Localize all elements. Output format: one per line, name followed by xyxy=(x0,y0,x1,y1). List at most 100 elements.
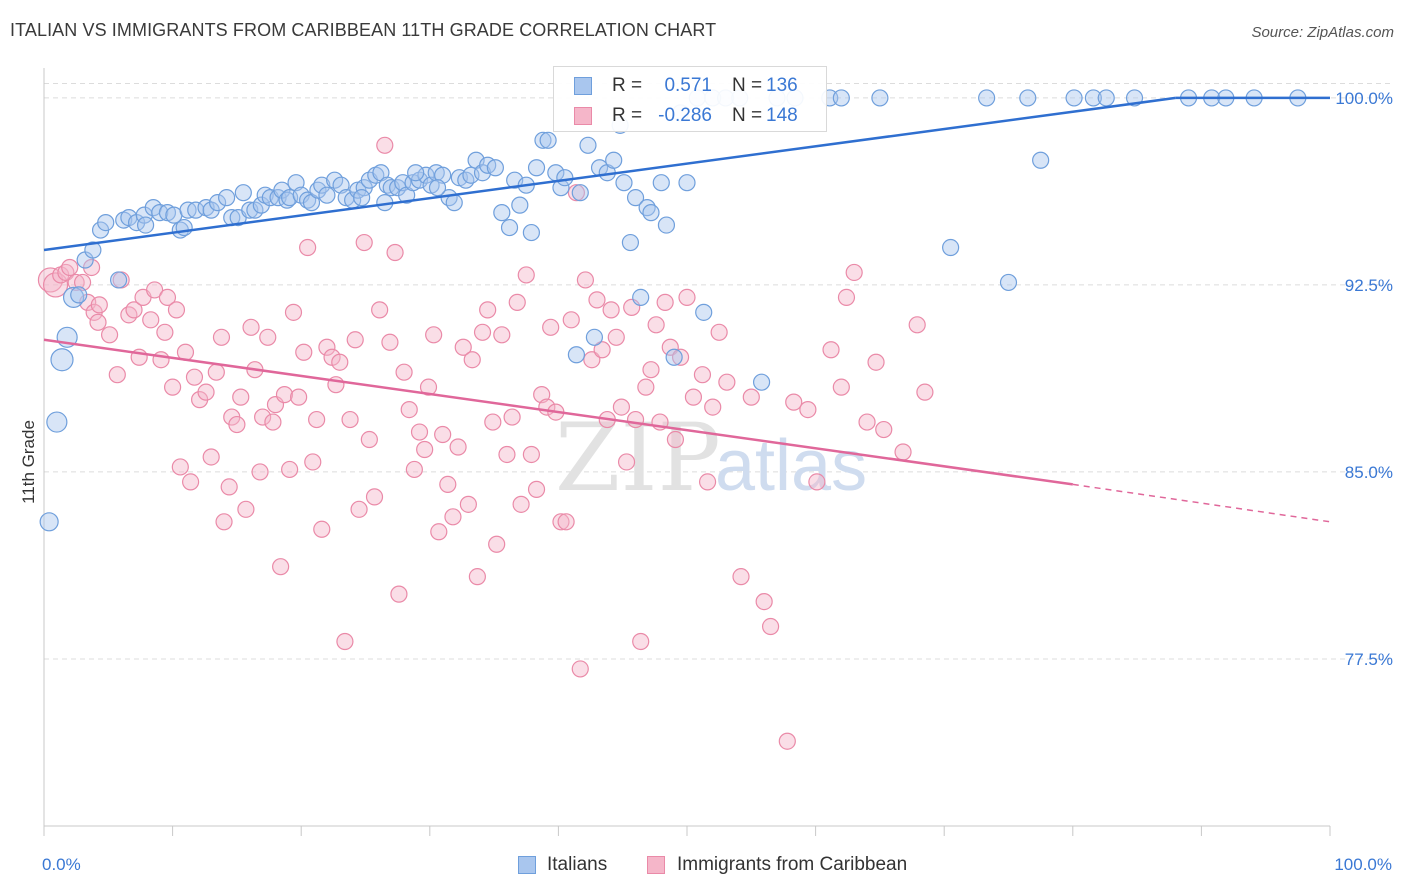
italians-point xyxy=(626,189,645,207)
caribbean-point xyxy=(336,632,354,651)
caribbean-point xyxy=(498,445,516,464)
caribbean-point xyxy=(742,388,760,406)
caribbean-point xyxy=(341,410,359,429)
caribbean-point xyxy=(237,500,255,518)
caribbean-point xyxy=(142,311,160,329)
bottom-legend: Italians Immigrants from Caribbean xyxy=(0,850,1406,880)
caribbean-point xyxy=(704,398,722,416)
caribbean-point xyxy=(410,423,429,441)
trend-lines xyxy=(43,96,1331,523)
y-tick-label: 77.5% xyxy=(1345,650,1393,669)
y-tick-label: 92.5% xyxy=(1345,276,1393,295)
italians-point xyxy=(136,216,155,234)
legend-r-label: R = xyxy=(612,105,643,126)
caribbean-point xyxy=(845,263,863,282)
caribbean-point xyxy=(220,478,238,496)
caribbean-point xyxy=(617,453,636,471)
caribbean-point xyxy=(684,388,703,406)
tick-labels: 100.0% 92.5% 85.0% 77.5% 0.0% 100.0% xyxy=(42,89,1393,874)
caribbean-point xyxy=(207,363,225,381)
caribbean-point xyxy=(503,408,521,426)
italians-point xyxy=(313,176,331,194)
italians-trend-line xyxy=(43,96,1176,252)
caribbean-point xyxy=(542,318,560,336)
caribbean-point xyxy=(215,513,233,531)
caribbean-point xyxy=(290,388,308,406)
caribbean-point xyxy=(308,410,326,429)
caribbean-point xyxy=(593,341,611,359)
caribbean-point xyxy=(626,410,645,429)
watermark: ZIP atlas xyxy=(555,404,867,513)
italians-point xyxy=(445,194,463,212)
italians-point xyxy=(539,131,557,149)
italians-point xyxy=(642,204,660,222)
legend-r-value: 0.571 xyxy=(664,75,712,96)
caribbean-point xyxy=(552,513,570,531)
caribbean-point xyxy=(185,368,204,386)
italians-point xyxy=(522,223,540,242)
italians-point xyxy=(109,271,128,289)
caribbean-point xyxy=(637,378,655,396)
italians-point xyxy=(486,159,504,177)
caribbean-point xyxy=(449,438,467,456)
italians-point xyxy=(632,288,650,306)
caribbean-point xyxy=(444,508,462,526)
caribbean-point xyxy=(916,383,934,401)
caribbean-point xyxy=(164,378,182,396)
caribbean-point xyxy=(430,523,448,541)
caribbean-point xyxy=(522,445,540,464)
caribbean-point xyxy=(908,316,926,334)
caribbean-point xyxy=(799,400,817,419)
caribbean-point xyxy=(473,323,492,341)
caribbean-point xyxy=(400,400,418,419)
italians-point xyxy=(500,218,519,237)
italians-point xyxy=(209,194,227,212)
caribbean-point xyxy=(678,288,696,306)
italians-point xyxy=(50,348,74,372)
caribbean-point xyxy=(493,326,511,344)
italians-point xyxy=(567,346,586,364)
caribbean-point xyxy=(755,592,773,611)
caribbean-point xyxy=(632,632,650,651)
italians-point xyxy=(665,348,683,366)
legend-row-italians: R = 0.571 N = 136 xyxy=(554,71,826,101)
italians-point xyxy=(39,512,59,532)
caribbean-point xyxy=(567,184,586,202)
italians-point xyxy=(534,131,552,149)
caribbean-point xyxy=(710,323,728,341)
italians-point xyxy=(695,303,713,321)
caribbean-point xyxy=(562,311,580,329)
caribbean-point xyxy=(588,291,606,309)
italians-point xyxy=(571,184,589,202)
caribbean-point xyxy=(557,513,575,531)
caribbean-point xyxy=(61,258,79,277)
caribbean-point xyxy=(202,448,220,466)
italians-point xyxy=(615,174,633,192)
italians-point xyxy=(457,171,475,189)
italians-point xyxy=(527,159,546,177)
caribbean-point xyxy=(100,326,119,344)
italians-point xyxy=(1084,89,1102,107)
caribbean-point xyxy=(439,475,457,494)
caribbean-point xyxy=(698,473,717,491)
caribbean-point xyxy=(355,233,373,252)
italians-point xyxy=(428,179,447,197)
italians-point xyxy=(579,136,597,154)
caribbean-point xyxy=(527,480,546,498)
caribbean-point xyxy=(822,341,840,359)
italians-point xyxy=(556,169,574,187)
legend: R = 0.571 N = 136 R = -0.286 N = 148 xyxy=(553,66,827,132)
italians-point xyxy=(832,89,850,107)
italians-point xyxy=(752,373,771,391)
caribbean-point xyxy=(89,313,107,331)
caribbean-point xyxy=(284,303,303,321)
caribbean-point xyxy=(607,328,625,346)
caribbean-point xyxy=(732,568,750,586)
caribbean-point xyxy=(576,271,595,289)
caribbean-point xyxy=(360,430,378,449)
caribbean-point xyxy=(419,378,438,396)
caribbean-point xyxy=(125,301,143,319)
caribbean-point xyxy=(434,425,452,444)
caribbean-trend-line-extension xyxy=(1072,483,1331,523)
